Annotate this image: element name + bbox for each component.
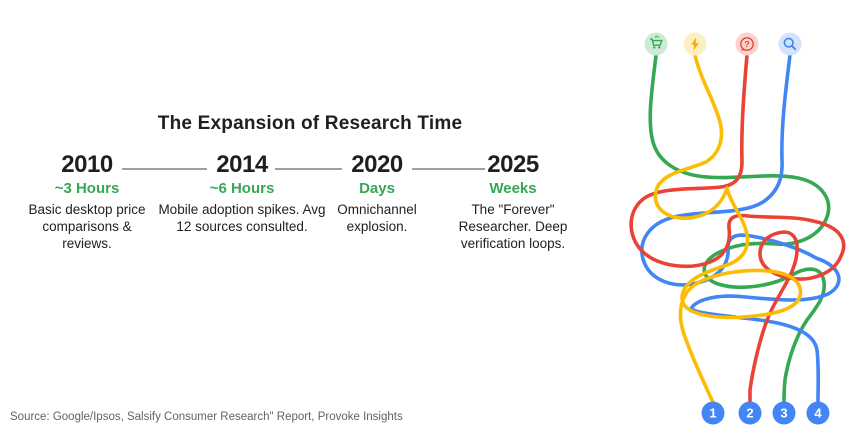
endpoint-number: 2 <box>746 406 753 421</box>
milestone-year: 2025 <box>487 151 539 178</box>
tangled-research-journeys-illustration: ? 1 2 3 4 <box>629 32 846 425</box>
milestone-duration: ~3 Hours <box>54 180 120 197</box>
milestone-year: 2020 <box>351 151 403 178</box>
milestone-2010: 2010 ~3 Hours Basic desktop price compar… <box>20 152 154 252</box>
question-mark-glyph: ? <box>744 39 749 49</box>
endpoint-3: 3 <box>772 401 796 425</box>
tangle-line-green <box>648 53 831 404</box>
shopping-cart-icon <box>644 32 668 56</box>
endpoint-number: 1 <box>709 406 716 421</box>
tangle-line-red <box>629 53 846 404</box>
milestone-duration: Days <box>359 180 395 197</box>
page-title: The Expansion of Research Time <box>157 113 463 134</box>
tangle-line-yellow <box>653 53 803 404</box>
milestone-year: 2014 <box>216 151 268 178</box>
timeline-connector <box>275 168 342 170</box>
endpoint-number: 3 <box>780 406 787 421</box>
milestone-2025: 2025 Weeks The "Forever" Researcher. Dee… <box>450 152 576 252</box>
question-bubble-icon: ? <box>735 32 759 56</box>
source-attribution: Source: Google/Ipsos, Salsify Consumer R… <box>10 411 403 423</box>
timeline-connector <box>412 168 485 170</box>
milestone-description: Basic desktop price comparisons & review… <box>28 202 146 251</box>
milestone-2020: 2020 Days Omnichannel explosion. <box>322 152 432 235</box>
milestone-duration: ~6 Hours <box>209 180 275 197</box>
milestone-description: The "Forever" Researcher. Deep verificat… <box>458 202 568 251</box>
tangle-line-blue <box>640 53 841 404</box>
milestone-duration: Weeks <box>489 180 537 197</box>
milestone-description: Mobile adoption spikes. Avg 12 sources c… <box>158 202 326 234</box>
timeline-connector <box>122 168 207 170</box>
endpoint-2: 2 <box>738 401 762 425</box>
endpoint-4: 4 <box>806 401 830 425</box>
endpoint-1: 1 <box>701 401 725 425</box>
milestone-description: Omnichannel explosion. <box>337 202 417 234</box>
lightning-bolt-icon <box>683 32 707 56</box>
search-icon <box>778 32 802 56</box>
endpoint-number: 4 <box>814 406 822 421</box>
milestone-year: 2010 <box>61 151 113 178</box>
milestone-2014: 2014 ~6 Hours Mobile adoption spikes. Av… <box>153 152 331 235</box>
